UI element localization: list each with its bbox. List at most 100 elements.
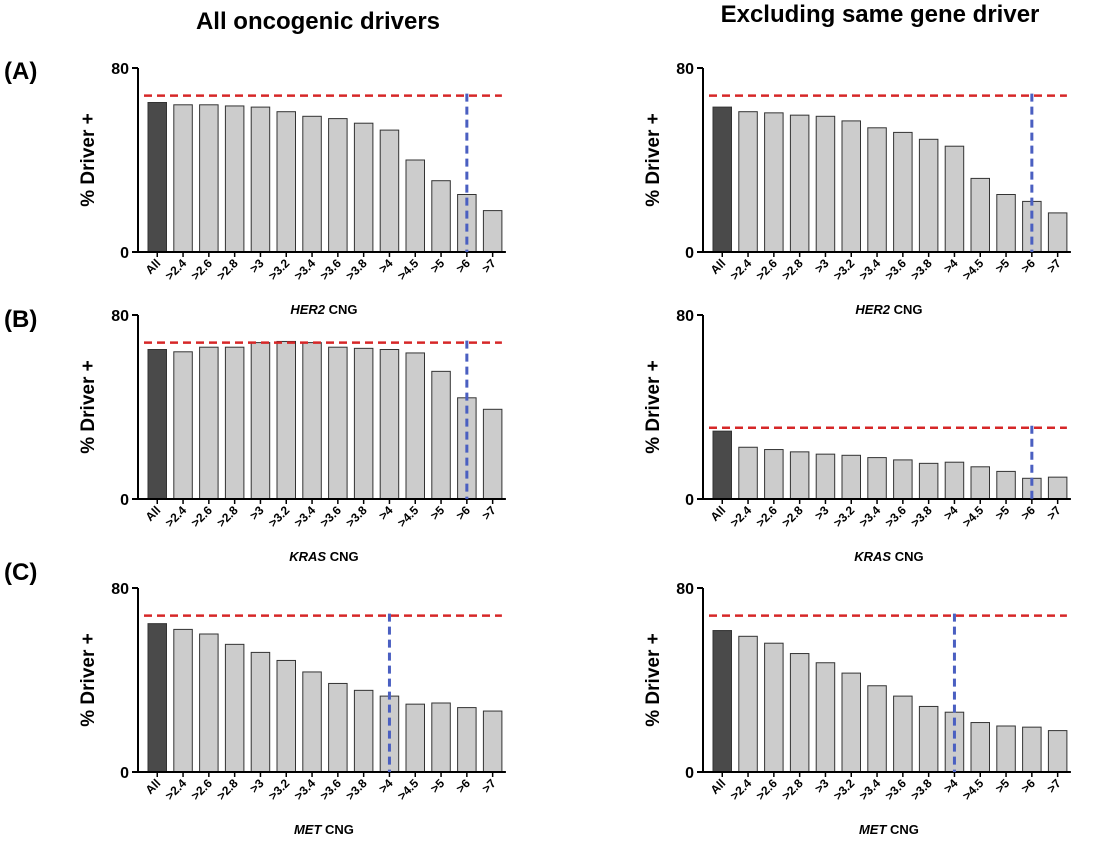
x-tick-label: >6 bbox=[1018, 256, 1038, 276]
chart-panel-2: 0 80 All >2.4 >2.6 >2.8 >3 >3.2 >3.4 >3.6 >3.8 >4 >4… bbox=[78, 308, 506, 564]
y-tick-label: 0 bbox=[685, 492, 694, 509]
x-tick-label: >2.8 bbox=[779, 776, 806, 803]
bar bbox=[789, 451, 810, 500]
x-tick-label: >4.5 bbox=[960, 503, 987, 530]
bar bbox=[918, 138, 939, 253]
bar bbox=[147, 349, 167, 500]
bar bbox=[482, 210, 503, 253]
bar bbox=[867, 685, 887, 773]
bar bbox=[276, 111, 296, 253]
x-tick-label: All bbox=[708, 256, 729, 277]
x-tick-label: >3 bbox=[812, 256, 832, 276]
x-tick-label: >2.6 bbox=[188, 256, 215, 283]
bar bbox=[302, 671, 322, 773]
bar bbox=[712, 106, 732, 253]
x-tick-label: >2.8 bbox=[779, 503, 806, 530]
x-tick-label: >3.8 bbox=[343, 503, 370, 530]
x-tick-label: >4.5 bbox=[395, 256, 422, 283]
x-tick-label: >3.2 bbox=[831, 503, 858, 530]
x-tick-label: >3.8 bbox=[343, 256, 370, 283]
x-tick-label: >2.8 bbox=[214, 776, 241, 803]
x-tick-label: >5 bbox=[428, 256, 448, 276]
panel-label-c: (C) bbox=[4, 559, 37, 586]
x-axis-label: MET CNG bbox=[859, 822, 919, 837]
bar bbox=[482, 710, 503, 773]
x-axis-label-gene: KRAS bbox=[289, 549, 326, 564]
x-tick-label: >2.8 bbox=[779, 256, 806, 283]
column-title-left: All oncogenic drivers bbox=[196, 8, 440, 35]
x-axis-label-suffix: CNG bbox=[326, 549, 359, 564]
bar bbox=[712, 430, 732, 500]
bar bbox=[173, 628, 193, 773]
x-tick-label: >5 bbox=[993, 256, 1013, 276]
y-tick-label: 80 bbox=[676, 61, 694, 78]
x-tick-label: >3.2 bbox=[831, 256, 858, 283]
bar bbox=[996, 725, 1016, 773]
x-tick-label: >3.6 bbox=[317, 503, 344, 530]
chart-panel-0: 0 80 All >2.4 >2.6 >2.8 >3 >3.2 >3.4 >3.6 >3.8 >4 >4… bbox=[78, 61, 506, 317]
bar bbox=[353, 122, 374, 253]
x-tick-label: All bbox=[143, 776, 164, 797]
x-tick-label: >3.4 bbox=[292, 256, 319, 283]
bar bbox=[482, 408, 503, 500]
bar bbox=[457, 707, 477, 773]
bar bbox=[147, 623, 167, 773]
x-axis-label: HER2 CNG bbox=[855, 302, 922, 317]
bar bbox=[224, 105, 245, 253]
x-tick-label: >3.2 bbox=[831, 776, 858, 803]
panel-label-b: (B) bbox=[4, 306, 37, 333]
x-axis-label-gene: KRAS bbox=[854, 549, 891, 564]
x-tick-label: >7 bbox=[1044, 256, 1064, 276]
x-tick-label: >3.8 bbox=[908, 776, 935, 803]
y-axis-label: % Driver + bbox=[643, 633, 664, 726]
bar bbox=[893, 459, 913, 500]
y-tick-label: 0 bbox=[685, 765, 694, 782]
y-tick-label: 80 bbox=[676, 581, 694, 598]
x-tick-label: >7 bbox=[1044, 776, 1064, 796]
bar bbox=[944, 145, 965, 253]
bar bbox=[224, 346, 245, 500]
bar bbox=[867, 127, 887, 253]
y-tick-label: 80 bbox=[111, 61, 129, 78]
bar bbox=[815, 115, 836, 253]
x-tick-label: >3.4 bbox=[292, 776, 319, 803]
x-tick-label: >2.6 bbox=[753, 776, 780, 803]
x-axis-label: KRAS CNG bbox=[854, 549, 923, 564]
bar bbox=[970, 466, 990, 500]
bar bbox=[1022, 726, 1042, 773]
x-tick-label: >2.4 bbox=[163, 256, 190, 283]
x-tick-label: >2.4 bbox=[728, 503, 755, 530]
y-tick-label: 0 bbox=[120, 765, 129, 782]
bar bbox=[173, 104, 193, 253]
bar bbox=[841, 672, 861, 773]
x-tick-label: >4 bbox=[376, 776, 396, 796]
bar bbox=[918, 462, 939, 500]
bar bbox=[328, 682, 348, 773]
y-axis-label: % Driver + bbox=[78, 633, 99, 726]
x-tick-label: >3 bbox=[247, 776, 267, 796]
x-tick-label: >3.6 bbox=[882, 776, 909, 803]
x-tick-label: >4 bbox=[941, 503, 961, 523]
x-tick-label: >6 bbox=[1018, 503, 1038, 523]
x-tick-label: >3.6 bbox=[317, 776, 344, 803]
x-tick-label: >2.4 bbox=[163, 776, 190, 803]
x-tick-label: >2.8 bbox=[214, 256, 241, 283]
x-tick-label: >3 bbox=[812, 503, 832, 523]
y-axis-label: % Driver + bbox=[78, 113, 99, 206]
x-tick-label: >2.6 bbox=[753, 503, 780, 530]
x-tick-label: >2.4 bbox=[728, 256, 755, 283]
x-tick-label: All bbox=[708, 503, 729, 524]
bar bbox=[431, 180, 451, 253]
x-tick-label: >3.6 bbox=[317, 256, 344, 283]
bar bbox=[405, 703, 425, 773]
x-tick-label: >3.8 bbox=[343, 776, 370, 803]
x-tick-label: >2.6 bbox=[188, 503, 215, 530]
chart-panel-3: 0 80 All >2.4 >2.6 >2.8 >3 >3.2 >3.4 >3.6 >3.8 >4 >4… bbox=[643, 308, 1071, 564]
x-tick-label: >2.4 bbox=[163, 503, 190, 530]
x-tick-label: >3.4 bbox=[857, 256, 884, 283]
bar bbox=[379, 129, 400, 253]
y-axis-label: % Driver + bbox=[643, 360, 664, 453]
bar bbox=[1047, 476, 1068, 500]
x-tick-label: >5 bbox=[428, 776, 448, 796]
bar bbox=[224, 643, 245, 773]
